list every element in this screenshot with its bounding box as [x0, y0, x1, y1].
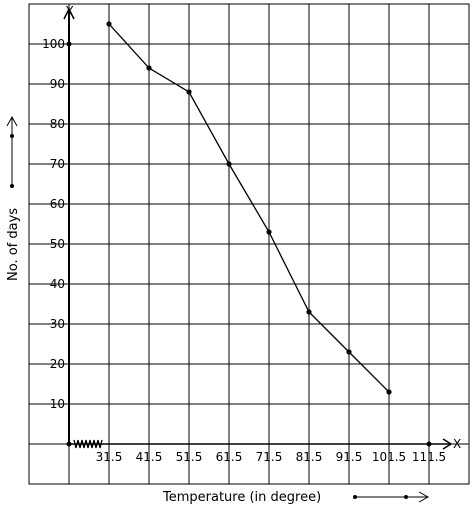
- data-point: [386, 389, 392, 395]
- data-point: [226, 161, 232, 167]
- x-tick-label: 91.5: [336, 450, 363, 464]
- y-tick-label: 70: [50, 157, 65, 171]
- data-point: [146, 65, 152, 71]
- y-axis-label: No. of days: [6, 208, 21, 281]
- y-tick-label: 100: [42, 37, 65, 51]
- axes: [63, 7, 453, 450]
- x-tick-label: 111.5: [412, 450, 446, 464]
- x-axis-label: Temperature (in degree): [162, 490, 321, 505]
- x-axis-arrow-icon: [442, 438, 453, 450]
- y-direction-arrow-icon: [6, 115, 18, 188]
- y-tick-label: 20: [50, 357, 65, 371]
- y-tick-label: 90: [50, 77, 65, 91]
- grid: [28, 3, 470, 485]
- data-point: [346, 349, 352, 355]
- x-direction-arrow-icon: [353, 491, 430, 503]
- data-point: [266, 229, 272, 235]
- data-point: [306, 309, 312, 315]
- x-tick-label: 81.5: [296, 450, 323, 464]
- plot-frame: [28, 3, 470, 485]
- y-axis-letter: Y: [65, 4, 74, 18]
- y-tick-label: 80: [50, 117, 65, 131]
- y-tick-label: 40: [50, 277, 65, 291]
- x-tick-label: 101.5: [372, 450, 406, 464]
- series-line: [108, 23, 390, 393]
- y-tick-label: 60: [50, 197, 65, 211]
- data-point: [106, 21, 112, 27]
- x-axis-letter: X: [453, 437, 461, 451]
- axis-break-icon: [73, 439, 103, 449]
- y-tick-label: 30: [50, 317, 65, 331]
- series: [106, 21, 392, 395]
- y-tick-label: 50: [50, 237, 65, 251]
- y-axis-arrow-icon: [63, 7, 75, 20]
- origin-point: [66, 441, 72, 447]
- data-point: [186, 89, 192, 95]
- y-tick-label: 10: [50, 397, 65, 411]
- x-tick-label: 41.5: [136, 450, 163, 464]
- x-tick-label: 71.5: [256, 450, 283, 464]
- ticks: 31.5 41.5 51.5 61.5 71.5 81.5 91.5 101.5 111.5 10…: [42, 37, 446, 464]
- x-axis-end-point: [426, 441, 432, 447]
- x-tick-label: 31.5: [96, 450, 123, 464]
- x-tick-label: 51.5: [176, 450, 203, 464]
- x-tick-label: 61.5: [216, 450, 243, 464]
